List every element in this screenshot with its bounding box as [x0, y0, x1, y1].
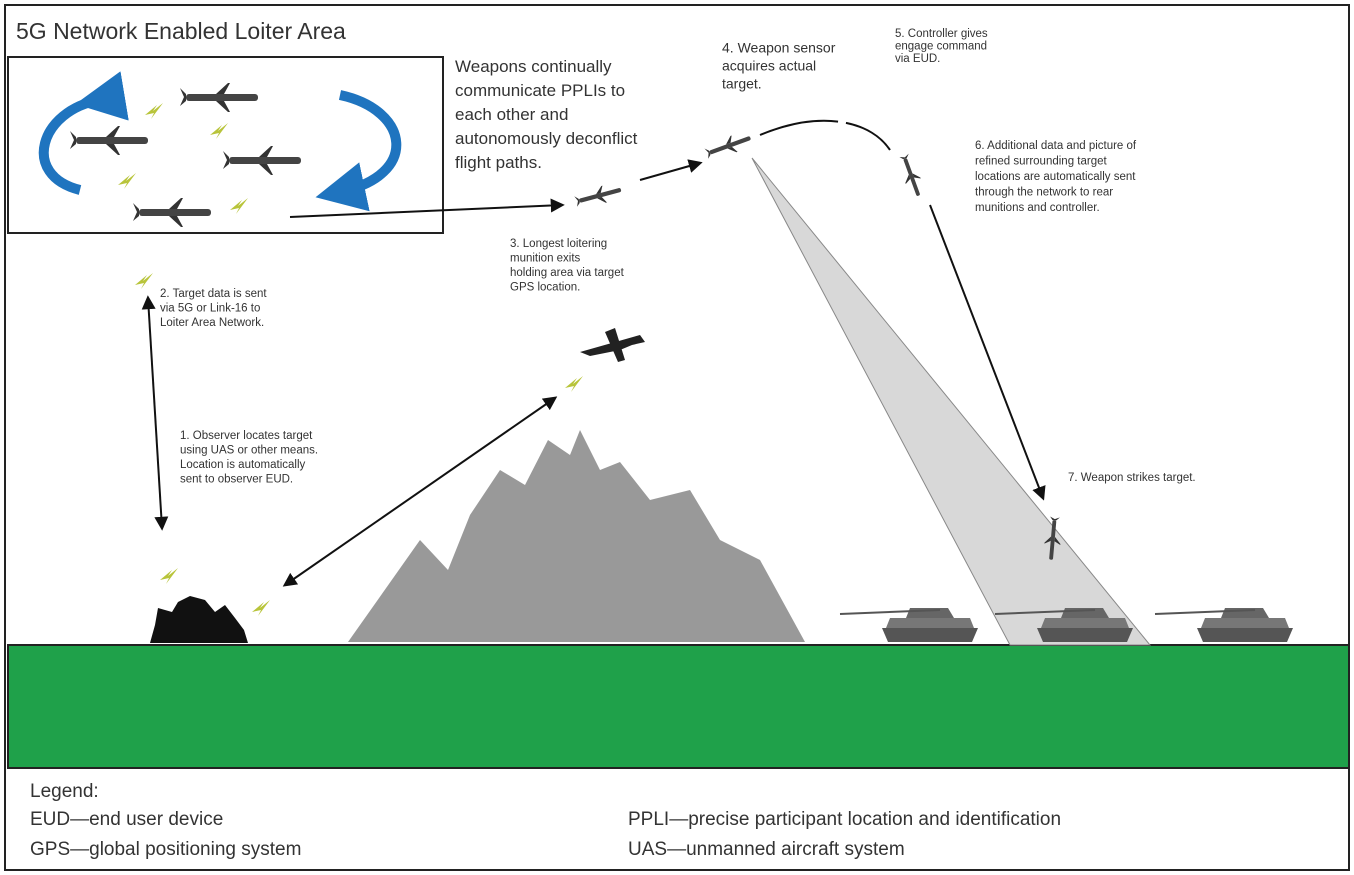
step-text: refined surrounding target [975, 156, 1107, 168]
step-text: via EUD. [895, 53, 940, 65]
legend-entry: PPLI—precise participant location and id… [628, 809, 1061, 830]
step-text: munition exits [510, 253, 581, 265]
step-text: 7. Weapon strikes target. [1068, 472, 1196, 484]
step-text: holding area via target [510, 267, 625, 279]
note-line: autonomously deconflict [455, 129, 638, 148]
step-text: munitions and controller. [975, 202, 1100, 214]
diagram: 5G Network Enabled Loiter Area Weapons co… [0, 0, 1354, 875]
title: 5G Network Enabled Loiter Area [16, 18, 346, 44]
step-text: engage command [895, 41, 987, 53]
note-line: each other and [455, 105, 568, 124]
step-text: 1. Observer locates target [180, 430, 313, 442]
legend-entry: GPS—global positioning system [30, 839, 301, 860]
ground [8, 645, 1349, 768]
step-text: Loiter Area Network. [160, 317, 264, 329]
step-text: locations are automatically sent [975, 171, 1136, 183]
legend-title: Legend: [30, 781, 99, 802]
step-text: 6. Additional data and picture of [975, 140, 1137, 152]
step-text: Location is automatically [180, 459, 306, 471]
step-text: sent to observer EUD. [180, 474, 293, 486]
note-line: flight paths. [455, 153, 542, 172]
step-text: 4. Weapon sensor [722, 39, 836, 55]
step-text: 2. Target data is sent [160, 288, 267, 300]
legend-entry: EUD—end user device [30, 809, 223, 830]
note-line: communicate PPLIs to [455, 81, 625, 100]
step-text: 3. Longest loitering [510, 238, 607, 250]
step-text: through the network to rear [975, 187, 1113, 199]
step-text: acquires actual [722, 57, 816, 73]
step-text: 5. Controller gives [895, 28, 988, 40]
step-text: GPS location. [510, 282, 580, 294]
note-line: Weapons continually [455, 57, 612, 76]
step-text: using UAS or other means. [180, 445, 318, 457]
step-text: via 5G or Link-16 to [160, 303, 260, 315]
step-text: target. [722, 75, 762, 91]
legend-entry: UAS—unmanned aircraft system [628, 839, 905, 860]
